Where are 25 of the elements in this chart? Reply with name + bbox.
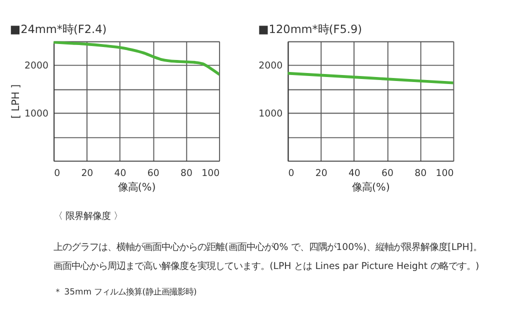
x-tick-label: 80 [180,168,192,180]
x-tick-label: 60 [382,168,394,180]
text: 上のグラフは、横軸が画面中心からの距離(画面中心が0% で、四隅が100%)、縦軸が限界解像度[LPH]。 [54,242,482,254]
x-tick-label: 20 [81,168,94,180]
chart-title: ■120mm*時(F5.9) [258,22,362,36]
x-tick-label: 20 [315,168,328,180]
x-axis-title: 像高(%) [118,181,156,194]
x-tick-label: 0 [54,168,60,180]
x-tick-label: 80 [414,168,427,180]
x-tick-label: 40 [348,168,360,180]
y-tick-label: 2000 [24,60,48,72]
x-axis-title: 像高(%) [352,181,390,194]
y-tick-label: 1000 [24,108,48,120]
text: 〈 限界解像度 〉 [54,211,123,222]
y-axis-title: [ LPH ] [10,84,22,119]
y-tick-label: 1000 [258,108,283,120]
x-tick-label: 100 [202,168,220,180]
x-tick-label: 40 [114,168,126,180]
x-tick-label: 100 [436,168,454,180]
x-tick-label: 0 [288,168,294,180]
y-tick-label: 2000 [258,60,283,72]
text: 画面中心から周辺まで高い解像度を実現しています。(LPH とは Lines par Picture Height の略です。) [54,260,480,272]
x-tick-label: 60 [147,168,160,180]
chart-title: ■24mm*時(F2.4) [10,22,107,36]
text: ＊ 35mm フィルム換算(静止画撮影時) [54,286,197,296]
